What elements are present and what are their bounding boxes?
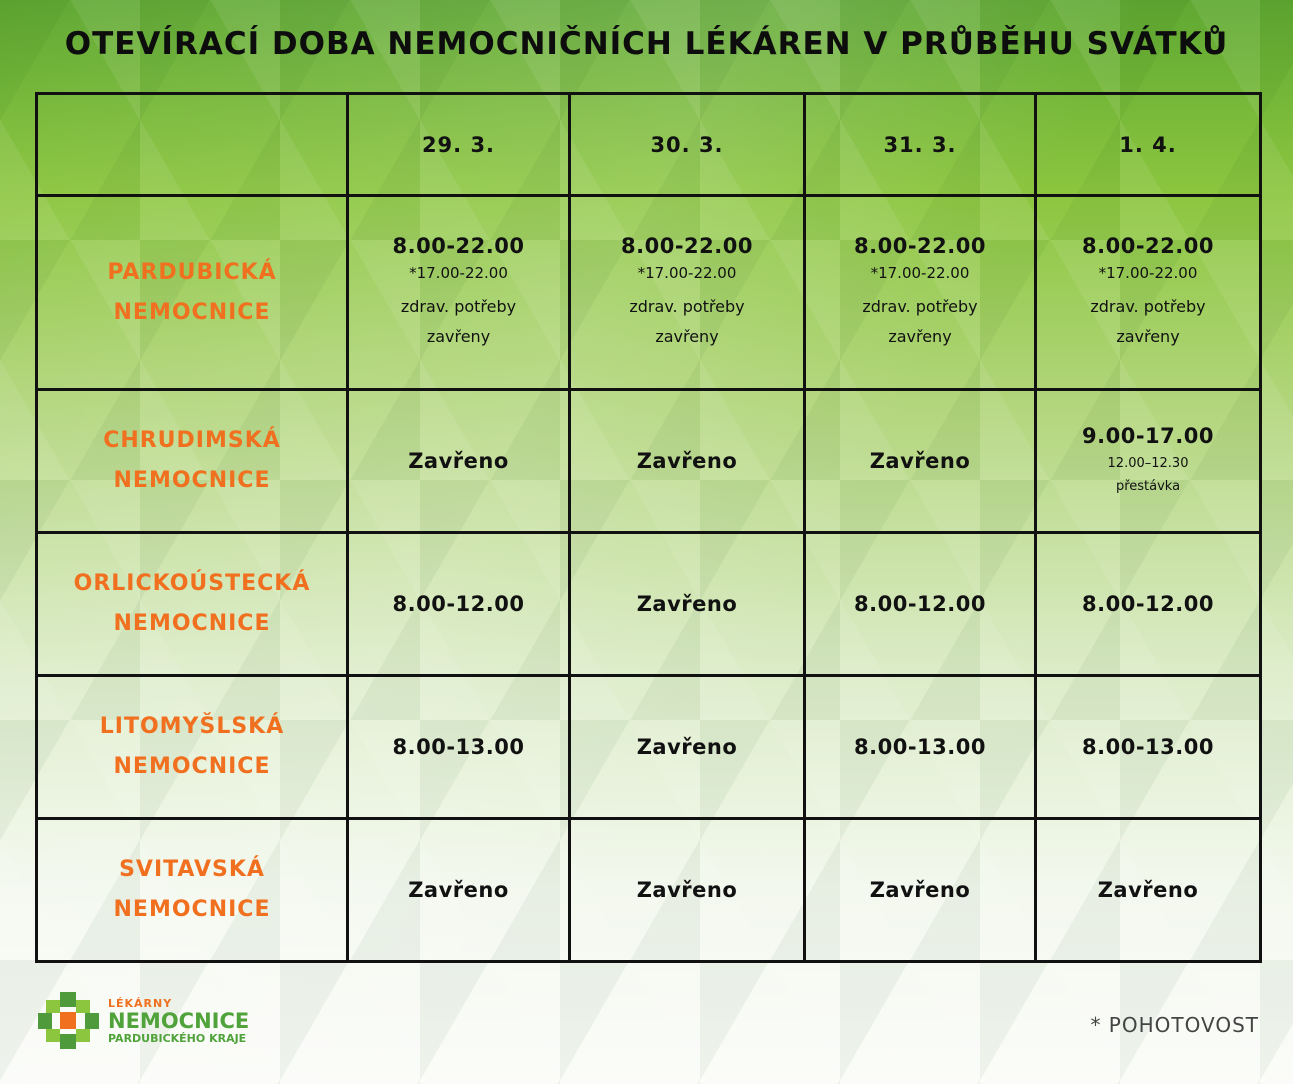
- logo-text: LÉKÁRNY NEMOCNICE PARDUBICKÉHO KRAJE: [108, 997, 249, 1045]
- hours-main: Zavřeno: [636, 449, 738, 473]
- hospital-row: ORLICKOÚSTECKÁ NEMOCNICE 8.00-12.00 Zavřeno…: [35, 531, 1262, 677]
- hospital-name-cell: CHRUDIMSKÁ NEMOCNICE: [35, 388, 349, 534]
- hospital-name-cell: PARDUBICKÁ NEMOCNICE: [35, 194, 349, 391]
- hours-main: Zavřeno: [869, 878, 971, 902]
- hours-main: Zavřeno: [1097, 878, 1199, 902]
- emergency-hours: *17.00-22.00: [409, 263, 508, 282]
- hospital-name-cell: SVITAVSKÁ NEMOCNICE: [35, 817, 349, 963]
- hours-note: zdrav. potřeby: [400, 296, 517, 316]
- hospital-row: PARDUBICKÁ NEMOCNICE 8.00-22.00 *17.00-22.0…: [35, 194, 1262, 391]
- hours-cell: 8.00-12.00: [803, 531, 1037, 677]
- hours-main: 8.00-13.00: [1082, 735, 1214, 759]
- hours-main: 9.00-17.00: [1082, 424, 1214, 448]
- hospital-name-line: CHRUDIMSKÁ: [103, 428, 281, 453]
- hours-cell: Zavřeno: [346, 817, 571, 963]
- hours-cell: Zavřeno: [568, 531, 806, 677]
- hours-main: 8.00-22.00: [392, 233, 525, 258]
- break-note: přestávka: [1115, 479, 1181, 494]
- hospital-name-line: SVITAVSKÁ: [119, 857, 265, 882]
- emergency-hours: *17.00-22.00: [870, 263, 970, 282]
- hours-cell: 8.00-22.00 *17.00-22.00 zdrav. potřeby zavř…: [346, 194, 571, 391]
- hours-note: zavřeny: [888, 326, 952, 346]
- date-header: 31. 3.: [803, 92, 1037, 197]
- date-header: 30. 3.: [568, 92, 806, 197]
- hours-main: 8.00-12.00: [392, 592, 525, 616]
- hours-cell: 8.00-12.00: [1034, 531, 1262, 677]
- hours-cell: 8.00-22.00 *17.00-22.00 zdrav. potřeby zavř…: [568, 194, 806, 391]
- hospital-name-line: ORLICKOÚSTECKÁ: [73, 571, 311, 596]
- page-title: OTEVÍRACÍ DOBA NEMOCNIČNÍCH LÉKÁREN V PR…: [64, 26, 1229, 62]
- hospital-name-line: NEMOCNICE: [113, 611, 271, 636]
- hours-note: zdrav. potřeby: [629, 296, 745, 316]
- hours-main: Zavřeno: [408, 449, 509, 473]
- hours-cell: 8.00-22.00 *17.00-22.00 zdrav. potřeby zavř…: [1034, 194, 1262, 391]
- logo-line3: PARDUBICKÉHO KRAJE: [108, 1032, 247, 1045]
- footnote: * POHOTOVOST: [1090, 1013, 1259, 1037]
- corner-cell: [35, 92, 349, 197]
- hours-cell: Zavřeno: [346, 388, 571, 534]
- hours-main: 8.00-12.00: [1082, 592, 1214, 616]
- hours-main: 8.00-13.00: [392, 735, 525, 759]
- logo-line1: LÉKÁRNY: [108, 997, 173, 1010]
- hospital-row: SVITAVSKÁ NEMOCNICE Zavřeno Zavřeno Zavřeno Z…: [35, 817, 1262, 963]
- date-header: 29. 3.: [346, 92, 571, 197]
- hours-note: zavřeny: [426, 326, 491, 346]
- hours-main: Zavřeno: [636, 878, 738, 902]
- hours-main: 8.00-22.00: [621, 233, 753, 258]
- hours-main: Zavřeno: [636, 592, 738, 616]
- emergency-hours: *17.00-22.00: [637, 263, 737, 282]
- hospital-row: CHRUDIMSKÁ NEMOCNICE Zavřeno Zavřeno Zavřeno…: [35, 388, 1262, 534]
- hours-cell: 8.00-12.00: [346, 531, 571, 677]
- hours-cell: 8.00-13.00: [346, 674, 571, 820]
- opening-hours-table: 29. 3. 30. 3. 31. 3. 1. 4. PARDUBICKÁ NEMOCN…: [35, 92, 1262, 963]
- hours-cell: Zavřeno: [803, 817, 1037, 963]
- break-note: 12.00–12.30: [1107, 456, 1189, 471]
- hours-cell: Zavřeno: [568, 817, 806, 963]
- hours-note: zdrav. potřeby: [1090, 296, 1206, 316]
- hours-cell: Zavřeno: [568, 674, 806, 820]
- emergency-hours: *17.00-22.00: [1098, 263, 1198, 282]
- hours-cell: Zavřeno: [568, 388, 806, 534]
- hospital-name-line: NEMOCNICE: [113, 754, 271, 779]
- hospital-name-cell: LITOMYŠLSKÁ NEMOCNICE: [35, 674, 349, 820]
- hospital-name-line: NEMOCNICE: [113, 299, 271, 325]
- hospital-name-line: NEMOCNICE: [113, 897, 271, 922]
- hours-note: zavřeny: [655, 326, 719, 346]
- hours-main: Zavřeno: [636, 735, 738, 759]
- hours-main: Zavřeno: [869, 449, 971, 473]
- logo-line2: NEMOCNICE: [108, 1009, 250, 1033]
- hospital-row: LITOMYŠLSKÁ NEMOCNICE 8.00-13.00 Zavřeno 8.0…: [35, 674, 1262, 820]
- hours-cell: 8.00-13.00: [803, 674, 1037, 820]
- hours-cell: Zavřeno: [803, 388, 1037, 534]
- hospital-name-line: NEMOCNICE: [113, 468, 271, 493]
- hours-main: 8.00-12.00: [854, 592, 986, 616]
- hours-note: zavřeny: [1116, 326, 1180, 346]
- hospital-name-cell: ORLICKOÚSTECKÁ NEMOCNICE: [35, 531, 349, 677]
- hospital-name-line: PARDUBICKÁ: [107, 259, 277, 285]
- hospital-name-line: LITOMYŠLSKÁ: [99, 714, 285, 739]
- date-header: 1. 4.: [1034, 92, 1262, 197]
- hours-main: 8.00-22.00: [854, 233, 986, 258]
- hours-cell: 9.00-17.00 12.00–12.30 přestávka: [1034, 388, 1262, 534]
- hours-cell: 8.00-13.00: [1034, 674, 1262, 820]
- hours-cell: 8.00-22.00 *17.00-22.00 zdrav. potřeby zavř…: [803, 194, 1037, 391]
- hours-main: Zavřeno: [408, 878, 509, 902]
- hours-cell: Zavřeno: [1034, 817, 1262, 963]
- hours-main: 8.00-22.00: [1082, 233, 1214, 258]
- pharmacy-logo-icon: [38, 992, 99, 1049]
- hours-note: zdrav. potřeby: [862, 296, 978, 316]
- header-row: 29. 3. 30. 3. 31. 3. 1. 4.: [35, 92, 1262, 197]
- hours-main: 8.00-13.00: [854, 735, 986, 759]
